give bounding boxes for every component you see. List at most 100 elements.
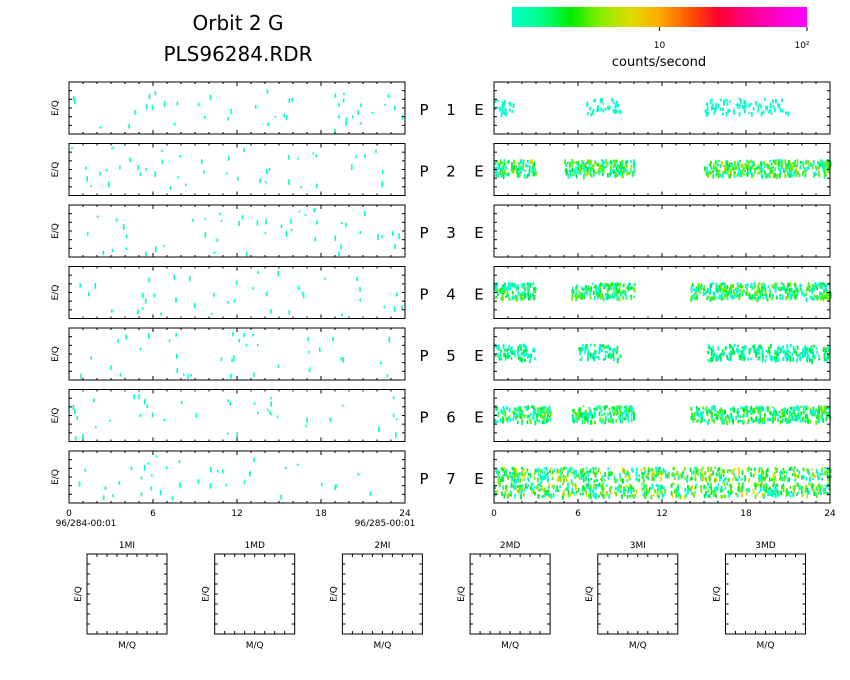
count-pixel — [585, 493, 588, 497]
count-pixel — [757, 171, 760, 175]
count-pixel — [556, 470, 559, 474]
count-pixel — [740, 354, 743, 358]
count-pixel — [155, 455, 158, 458]
count-pixel — [581, 413, 584, 417]
count-pixel — [672, 473, 675, 477]
count-pixel — [85, 166, 87, 170]
count-pixel — [605, 295, 608, 300]
count-pixel — [521, 291, 524, 297]
count-pixel — [827, 296, 830, 301]
count-pixel — [643, 483, 646, 488]
count-pixel — [527, 353, 530, 358]
count-pixel — [582, 468, 585, 473]
count-pixel — [573, 161, 575, 165]
count-pixel — [818, 409, 820, 414]
count-pixel — [576, 490, 578, 494]
count-pixel — [541, 485, 543, 488]
count-pixel — [744, 477, 747, 482]
count-pixel — [751, 294, 754, 299]
count-pixel — [827, 170, 830, 173]
count-pixel — [494, 286, 497, 292]
count-pixel — [761, 475, 764, 481]
count-pixel — [577, 160, 579, 164]
count-pixel — [627, 286, 630, 292]
count-pixel — [527, 414, 530, 417]
count-pixel — [238, 338, 241, 343]
count-pixel — [697, 414, 700, 417]
count-pixel — [737, 344, 739, 348]
count-pixel — [744, 283, 747, 288]
count-pixel — [513, 159, 515, 165]
count-pixel — [95, 425, 97, 429]
count-pixel — [177, 176, 180, 179]
count-pixel — [661, 490, 663, 495]
count-pixel — [809, 410, 812, 415]
count-pixel — [256, 411, 259, 415]
count-pixel — [512, 410, 514, 414]
count-pixel — [789, 357, 792, 362]
count-pixel — [794, 159, 797, 164]
count-pixel — [524, 414, 527, 418]
count-pixel — [645, 491, 648, 497]
count-pixel — [524, 471, 527, 475]
count-pixel — [168, 339, 171, 343]
count-pixel — [643, 493, 646, 498]
count-pixel — [142, 292, 144, 298]
count-pixel — [618, 409, 621, 413]
count-pixel — [780, 286, 783, 289]
count-pixel — [766, 467, 769, 473]
count-pixel — [804, 170, 807, 173]
count-pixel — [589, 106, 591, 111]
count-pixel — [109, 419, 111, 422]
count-pixel — [754, 348, 757, 352]
mass-panel-frame — [725, 553, 806, 635]
count-pixel — [820, 292, 823, 296]
count-pixel — [401, 114, 404, 120]
count-pixel — [515, 407, 517, 412]
count-pixel — [651, 471, 654, 476]
count-pixel — [514, 415, 517, 419]
strip-row: E/Q P 3 E — [51, 204, 831, 258]
count-pixel — [807, 166, 810, 170]
count-pixel — [511, 162, 513, 166]
count-pixel — [705, 490, 707, 495]
count-pixel — [788, 287, 791, 292]
count-pixel — [715, 284, 718, 290]
count-pixel — [826, 289, 829, 293]
count-pixel — [650, 495, 653, 500]
count-pixel — [616, 102, 619, 107]
count-pixel — [516, 296, 519, 301]
mass-panel-title: 1MD — [244, 541, 264, 551]
count-pixel — [739, 283, 742, 289]
count-pixel — [498, 475, 501, 479]
count-pixel — [608, 407, 611, 411]
count-pixel — [494, 486, 497, 490]
count-pixel — [752, 408, 755, 414]
count-pixel — [254, 104, 257, 109]
count-pixel — [712, 490, 715, 493]
count-pixel — [701, 466, 704, 470]
count-pixel — [624, 407, 627, 411]
count-pixel — [827, 162, 829, 166]
count-pixel — [787, 491, 790, 494]
count-pixel — [573, 419, 576, 424]
count-pixel — [780, 469, 782, 474]
count-pixel — [590, 286, 592, 291]
count-pixel — [622, 295, 625, 300]
count-pixel — [657, 484, 660, 490]
count-pixel — [620, 406, 623, 409]
count-pixel — [757, 410, 760, 415]
count-pixel — [364, 210, 366, 217]
count-pixel — [501, 101, 504, 105]
count-pixel — [782, 467, 785, 471]
count-pixel — [774, 351, 777, 355]
count-pixel — [577, 167, 580, 172]
count-pixel — [241, 215, 244, 220]
count-pixel — [787, 420, 790, 424]
count-pixel — [747, 357, 749, 361]
count-pixel — [597, 287, 600, 290]
count-pixel — [741, 419, 744, 425]
count-pixel — [520, 165, 523, 170]
count-pixel — [819, 473, 822, 476]
count-pixel — [769, 291, 772, 295]
